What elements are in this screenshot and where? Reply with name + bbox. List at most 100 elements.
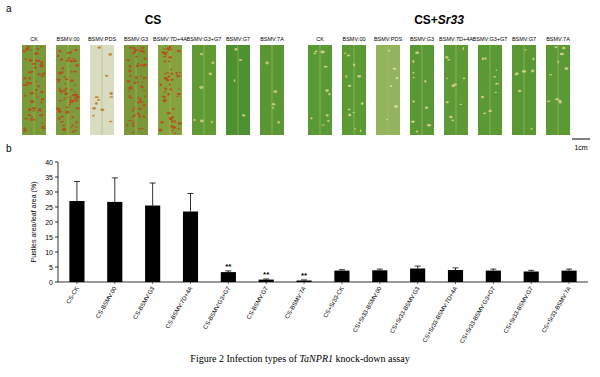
leaf-spot (41, 98, 44, 100)
leaf-spot (530, 128, 533, 129)
leaf-spot (71, 58, 75, 59)
leaf-spot (59, 73, 62, 75)
leaf-spot (65, 111, 69, 114)
leaf (410, 45, 434, 135)
leaf-spot (495, 83, 499, 85)
leaf-spot (132, 47, 135, 49)
leaf-spot (170, 69, 173, 71)
leaf-spot (394, 105, 398, 107)
leaf-spot (135, 56, 138, 58)
leaf-spot (27, 114, 31, 115)
leaf-vein (558, 45, 559, 135)
leaf-spot (547, 101, 551, 103)
leaf-spot (169, 83, 171, 86)
leaf (260, 45, 284, 135)
leaf-spot (131, 132, 134, 134)
bar (259, 280, 274, 282)
leaf-spot (143, 51, 145, 53)
leaf-spot (178, 122, 182, 125)
leaf-spot (164, 91, 166, 93)
y-tick (55, 177, 58, 178)
x-tick (493, 282, 494, 284)
leaf-spot (345, 75, 347, 78)
leaf-spot (174, 120, 176, 123)
leaf (444, 45, 468, 135)
leaf-spot (137, 81, 139, 83)
bars (69, 178, 576, 282)
leaf-spot (481, 96, 484, 99)
leaf-spot (324, 66, 328, 68)
y-tick (55, 222, 58, 223)
leaf-spot (209, 72, 212, 75)
leaf-spot (64, 98, 66, 100)
leaf-spot (164, 87, 167, 90)
leaf-spot (24, 59, 27, 60)
leaf-spot (129, 87, 133, 89)
leaf (90, 45, 114, 135)
panel-label: a (6, 3, 12, 14)
leaf-spot (24, 95, 26, 97)
leaf-spot (95, 96, 99, 98)
leaf-spot (176, 96, 178, 97)
leaf-spot (321, 51, 325, 54)
leaf-spot (168, 49, 170, 51)
leaf-spot (496, 70, 498, 71)
leaf-spot (564, 67, 568, 70)
leaf-spot (160, 121, 164, 123)
leaf-spot (137, 112, 140, 114)
x-tick-label: CS+Sr33-BSMV:7A (541, 286, 572, 334)
y-tick-label: 25 (45, 204, 53, 211)
error-cap (188, 193, 194, 194)
leaf-spot (555, 98, 559, 100)
leaf-spot (62, 71, 64, 73)
leaf-spot (28, 71, 32, 73)
leaf-spot (69, 96, 71, 98)
leaf-spot (127, 80, 131, 83)
group-title-part: Sr33 (438, 13, 464, 27)
leaf-spot (35, 94, 37, 95)
leaf-spot (30, 118, 33, 121)
leaf-spot (60, 115, 63, 117)
leaf-label: CK (316, 36, 324, 42)
leaf-spot (348, 85, 351, 87)
leaf-spot (135, 76, 138, 78)
leaf-spot (162, 52, 166, 54)
leaf-spot (493, 76, 497, 77)
leaf-label: BSMV:7D+4A (153, 36, 187, 42)
leaf-spot (483, 112, 486, 114)
leaf-spot (143, 77, 145, 79)
scale-bar-label: 1cm (574, 144, 587, 151)
bar (486, 271, 501, 282)
leaf-spot (128, 70, 131, 73)
leaf-spot (109, 92, 112, 95)
leaf-spot (74, 85, 77, 87)
leaf-spot (200, 119, 204, 122)
x-tick-label: CS-BSMV:00 (95, 285, 118, 319)
leaf-spot (26, 83, 28, 85)
leaf-spot (144, 95, 146, 97)
leaf-spot (128, 95, 130, 98)
error-bar (415, 266, 421, 268)
leaf-spot (427, 124, 431, 127)
leaf-spot (32, 108, 36, 110)
leaf-spot (390, 85, 392, 87)
leaf-spot (37, 48, 40, 50)
leaf-spot (463, 47, 465, 50)
leaf-spot (138, 108, 142, 109)
significance: ** (225, 262, 232, 271)
leaf-spot (272, 103, 276, 106)
bar (334, 271, 349, 282)
leaf-spot (41, 64, 43, 66)
caption-part: Figure 2 Infection types of (190, 353, 299, 364)
leaf-spot (60, 58, 63, 60)
leaf-spot (347, 55, 351, 57)
leaf-spot (58, 110, 61, 113)
error-cap (112, 177, 118, 178)
x-tick-label: CS-CK (65, 286, 80, 305)
leaf-spot (139, 116, 142, 117)
leaf-spot (178, 88, 180, 89)
leaf-spot (132, 125, 135, 127)
leaf-spot (29, 59, 33, 62)
leaf-spot (97, 99, 101, 101)
y-tick-label: 20 (45, 219, 53, 226)
